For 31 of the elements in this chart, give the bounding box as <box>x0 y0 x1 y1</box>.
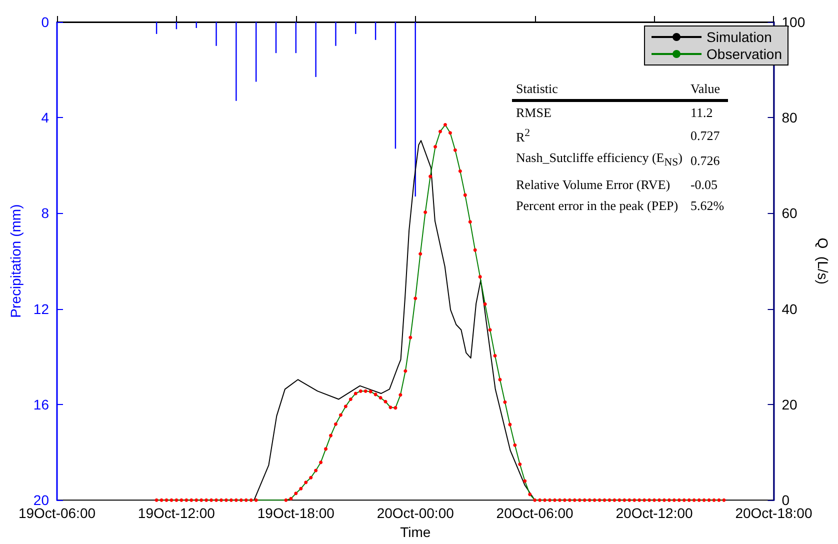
x-tick-label: 20Oct-00:00 <box>376 505 454 522</box>
y2-tick-label: 80 <box>782 110 798 126</box>
annotation: -0.05 <box>689 176 719 194</box>
y2-tick-label: 20 <box>782 396 798 412</box>
x-tick-label: 20Oct-06:00 <box>496 505 574 522</box>
y-tick-label: 8 <box>41 205 50 222</box>
annotation: Statistic <box>512 78 686 100</box>
y-tick-label: 4 <box>41 110 50 126</box>
annotation: RMSE <box>515 104 552 122</box>
legend-label: Observation <box>706 46 782 62</box>
y2-axis-title: Q (L/s) <box>815 238 831 284</box>
x-tick-label: 19Oct-12:00 <box>138 505 216 522</box>
legend-label: Simulation <box>706 29 772 45</box>
x-tick-label: 19Oct-18:00 <box>257 505 335 522</box>
y-tick-label: 12 <box>33 300 50 317</box>
y2-tick-label: 40 <box>782 300 798 317</box>
annotation: 0.726 <box>689 152 721 170</box>
annotation: Value <box>686 78 728 100</box>
annotation: Percent error in the peak (PEP) <box>515 196 680 215</box>
annotation: 11.2 <box>689 104 714 122</box>
y-tick-label: 16 <box>33 396 50 412</box>
annotation: 5.62% <box>689 196 726 215</box>
annotation: Nash_Sutcliffe efficiency (E$_{NS}$) <box>515 149 684 171</box>
annotation: R$^{2}$ <box>515 126 532 146</box>
y-tick-label: 0 <box>41 14 50 30</box>
annotation: Relative Volume Error (RVE) <box>515 176 672 194</box>
y2-tick-label: 60 <box>782 205 798 222</box>
x-tick-label: 20Oct-12:00 <box>616 505 694 522</box>
x-axis-title: Time <box>400 524 431 540</box>
y-axis-title: Precipitation (mm) <box>8 204 24 318</box>
annotation: 0.727 <box>689 126 721 145</box>
